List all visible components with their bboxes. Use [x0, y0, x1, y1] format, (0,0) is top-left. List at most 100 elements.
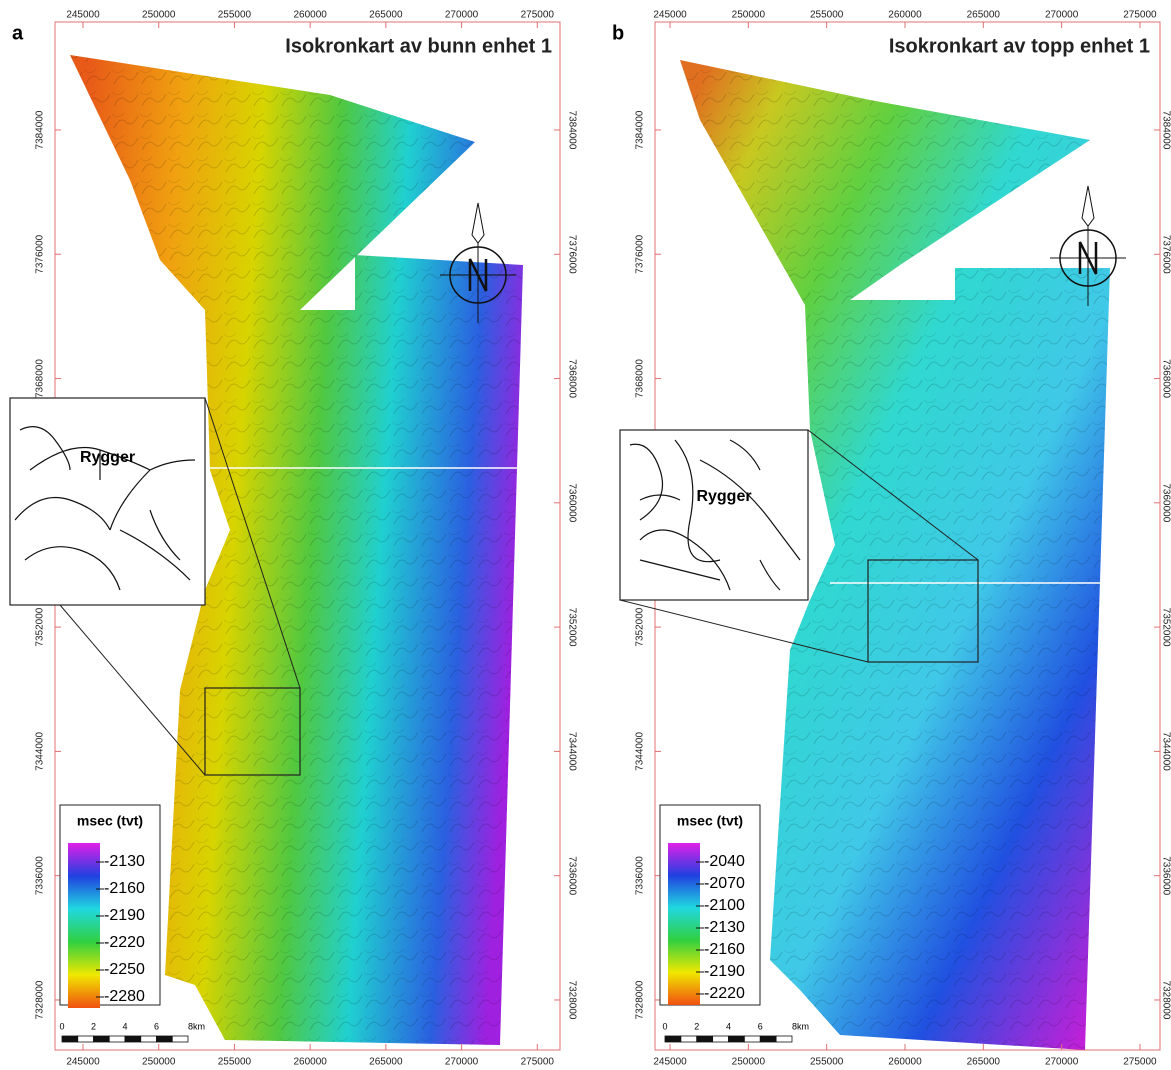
x-tick-label: 245000 [66, 10, 100, 21]
x-tick-label: 265000 [967, 1057, 1001, 1068]
scale-segment [743, 1035, 761, 1043]
legend-label: -2070 [704, 875, 745, 892]
inset-label: Rygger [696, 488, 751, 505]
x-tick-label: 255000 [218, 10, 252, 21]
ridge-line [729, 439, 761, 471]
y-tick-label: 7352000 [1160, 608, 1171, 647]
x-tick-label: 255000 [810, 1057, 844, 1068]
zoom-line [204, 397, 301, 689]
ridge-line [759, 559, 781, 591]
ridge-line [29, 446, 196, 471]
legend-label: -2130 [704, 919, 745, 936]
scale-label: 6 [154, 1021, 159, 1031]
scale-segment [61, 1035, 79, 1043]
compass-n [1078, 241, 1098, 275]
ridge-line [639, 559, 721, 581]
zoom-line [59, 604, 206, 776]
x-tick-label: 265000 [967, 10, 1001, 21]
zoom-line [807, 429, 979, 561]
scale-label: 8km [188, 1021, 205, 1031]
ridge-line [674, 439, 721, 563]
y-tick-label: 7376000 [1160, 235, 1171, 274]
y-tick-label: 7344000 [635, 732, 646, 771]
y-tick-label: 7384000 [635, 110, 646, 149]
inset [9, 397, 206, 606]
legend-label: -2190 [704, 963, 745, 980]
x-tick-label: 275000 [521, 10, 555, 21]
zoom-line [619, 599, 869, 663]
colorbar [668, 843, 700, 1005]
legend-label: -2190 [104, 907, 145, 924]
y-tick-label: 7336000 [1160, 856, 1171, 895]
scale-segment [93, 1035, 110, 1043]
scale-label: 0 [59, 1021, 64, 1031]
y-tick-label: 7336000 [35, 856, 46, 895]
x-tick-label: 245000 [66, 1057, 100, 1068]
legend-label: -2160 [104, 880, 145, 897]
legend-title: msec (tvt) [77, 813, 143, 829]
y-tick-label: 7384000 [1160, 111, 1171, 150]
y-tick-label: 7360000 [566, 483, 577, 522]
y-tick-label: 7368000 [1160, 359, 1171, 398]
y-tick-label: 7344000 [35, 732, 46, 771]
zoom-box [204, 687, 301, 776]
y-tick-label: 7344000 [566, 732, 577, 771]
scale-label: 2 [91, 1021, 96, 1031]
scale-segment [775, 1035, 793, 1043]
y-tick-label: 7328000 [35, 980, 46, 1019]
legend-title: msec (tvt) [677, 813, 743, 829]
x-tick-label: 245000 [653, 10, 687, 21]
legend-label: -2220 [104, 934, 145, 951]
inset-label: Rygger [80, 449, 135, 466]
ridge-line [629, 443, 664, 521]
map-title: Isokronkart av bunn enhet 1 [285, 35, 552, 57]
x-tick-label: 275000 [521, 1057, 555, 1068]
y-tick-label: 7360000 [1160, 483, 1171, 522]
y-tick-label: 7376000 [566, 235, 577, 274]
scale-label: 4 [726, 1021, 731, 1031]
scale-segment [712, 1035, 729, 1043]
panel-label: a [12, 22, 24, 44]
scale-label: 0 [662, 1021, 667, 1031]
scale-label: 6 [758, 1021, 763, 1031]
legend-label: -2130 [104, 853, 145, 870]
x-tick-label: 265000 [369, 1057, 403, 1068]
x-tick-label: 250000 [142, 10, 176, 21]
x-tick-label: 275000 [1123, 1057, 1157, 1068]
y-tick-label: 7384000 [566, 111, 577, 150]
panel-label: b [612, 22, 624, 44]
y-tick-label: 7368000 [35, 359, 46, 398]
legend-label: -2040 [704, 853, 745, 870]
x-tick-label: 270000 [445, 1057, 479, 1068]
x-tick-label: 260000 [888, 10, 922, 21]
ridge-line [149, 509, 181, 561]
legend-label: -2220 [704, 985, 745, 1002]
scale-segment [156, 1035, 173, 1043]
x-tick-label: 245000 [653, 1057, 687, 1068]
scale-segment [664, 1035, 682, 1043]
y-tick-label: 7352000 [566, 608, 577, 647]
zoom-box [867, 559, 979, 663]
y-tick-label: 7344000 [1160, 732, 1171, 771]
colorbar [68, 843, 100, 1008]
map-panel: 245000 245000 250000 250000 255000 255000 2600… [612, 10, 1171, 1068]
surface-texture [680, 60, 1110, 1050]
x-tick-label: 270000 [445, 10, 479, 21]
y-tick-label: 7384000 [35, 110, 46, 149]
ridge-line [109, 469, 151, 531]
x-tick-label: 275000 [1123, 10, 1157, 21]
x-tick-label: 260000 [888, 1057, 922, 1068]
legend-label: -2280 [104, 988, 145, 1005]
x-tick-label: 250000 [732, 10, 766, 21]
y-tick-label: 7328000 [1160, 981, 1171, 1020]
surface-texture [70, 55, 523, 1045]
x-tick-label: 255000 [218, 1057, 252, 1068]
x-tick-label: 260000 [293, 10, 327, 21]
y-tick-label: 7328000 [566, 981, 577, 1020]
map-panel: 245000 245000 250000 250000 255000 255000 2600… [9, 10, 577, 1068]
scale-segment [108, 1035, 126, 1043]
y-tick-label: 7352000 [635, 607, 646, 646]
x-tick-label: 250000 [142, 1057, 176, 1068]
y-tick-label: 7368000 [566, 359, 577, 398]
